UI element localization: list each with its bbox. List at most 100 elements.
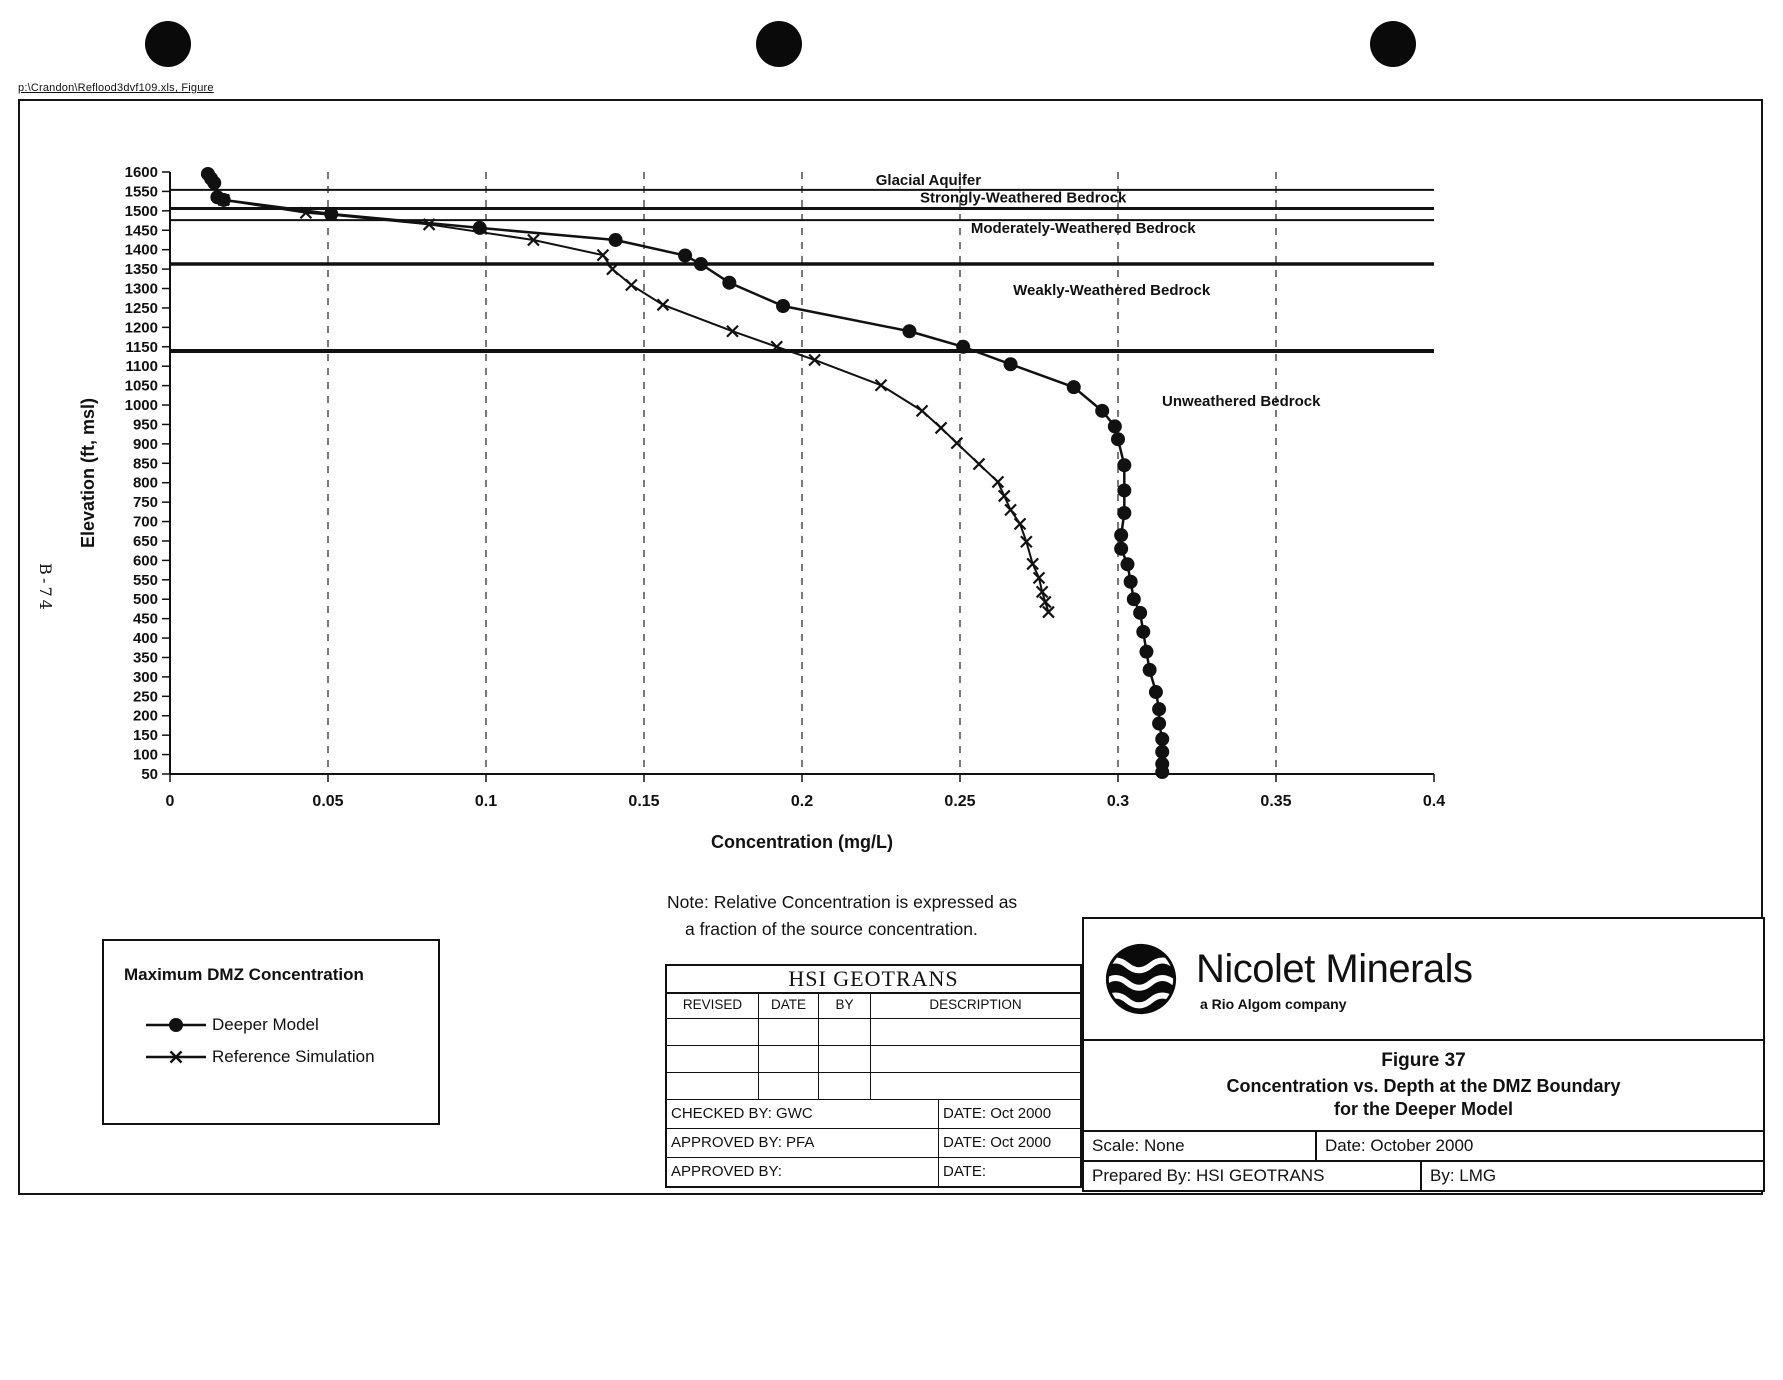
x-tick-labels: 0 0.05 0.1 0.15 0.2 0.25 0.3 0.35 0.4 — [166, 774, 1445, 810]
svg-text:1550: 1550 — [125, 183, 158, 200]
svg-text:1150: 1150 — [125, 339, 158, 356]
branding-names: Nicolet Minerals a Rio Algom company — [1196, 947, 1473, 1012]
title-block: Nicolet Minerals a Rio Algom company Fig… — [1082, 917, 1765, 1192]
svg-text:150: 150 — [133, 727, 158, 744]
svg-text:1350: 1350 — [125, 261, 158, 278]
svg-text:200: 200 — [133, 708, 158, 725]
svg-text:1400: 1400 — [125, 242, 158, 259]
svg-text:0.05: 0.05 — [312, 793, 343, 810]
approved-by-row-1: APPROVED BY: PFA DATE: Oct 2000 — [667, 1129, 1080, 1158]
svg-text:0.35: 0.35 — [1260, 793, 1291, 810]
revision-empty-row — [667, 1073, 1080, 1100]
hole-punch — [145, 21, 191, 67]
revision-company-name: HSI GEOTRANS — [667, 966, 1080, 994]
figure-title-line-1: Concentration vs. Depth at the DMZ Bound… — [1226, 1076, 1621, 1096]
series-reference-simulation — [217, 193, 1055, 619]
svg-text:500: 500 — [133, 591, 158, 608]
revision-header-revised: REVISED — [667, 994, 759, 1018]
approved-by-row-2: APPROVED BY: DATE: — [667, 1158, 1080, 1186]
svg-text:700: 700 — [133, 514, 158, 531]
hole-punch — [756, 21, 802, 67]
checked-by-label: CHECKED BY: GWC — [667, 1100, 939, 1128]
svg-text:50: 50 — [141, 766, 158, 783]
figure-title-section: Figure 37 Concentration vs. Depth at the… — [1084, 1039, 1763, 1130]
svg-text:1050: 1050 — [125, 378, 158, 395]
checked-by-date: DATE: Oct 2000 — [943, 1105, 1052, 1122]
svg-text:0.2: 0.2 — [791, 793, 813, 810]
svg-text:650: 650 — [133, 533, 158, 550]
prepared-by-value: Prepared By: HSI GEOTRANS — [1084, 1162, 1422, 1190]
figure-frame: B-74 1600 1550 1500 1450 1400 1350 1300 1250 120… — [18, 99, 1765, 1195]
x-axis-title: Concentration (mg/L) — [711, 832, 893, 852]
y-tick-labels: 1600 1550 1500 1450 1400 1350 1300 1250 1200 1150… — [125, 164, 170, 783]
note-line-2: a fraction of the source concentration. — [685, 919, 978, 940]
svg-text:0: 0 — [166, 793, 175, 810]
note-text: Note: Relative Concentration is expresse… — [667, 889, 1087, 943]
svg-text:950: 950 — [133, 416, 158, 433]
svg-text:350: 350 — [133, 649, 158, 666]
nicolet-minerals-logo-icon — [1105, 943, 1177, 1015]
legend-box: Maximum DMZ Concentration Deeper Model R… — [102, 939, 440, 1125]
svg-text:Moderately-Weathered Bedrock: Moderately-Weathered Bedrock — [971, 220, 1196, 237]
svg-text:1200: 1200 — [125, 319, 158, 336]
revision-header-by: BY — [819, 994, 871, 1018]
page-number-label: B-74 — [36, 563, 55, 613]
svg-text:0.25: 0.25 — [944, 793, 975, 810]
svg-text:1100: 1100 — [125, 358, 158, 375]
figure-number: Figure 37 — [1381, 1050, 1466, 1071]
svg-text:0.3: 0.3 — [1107, 793, 1129, 810]
svg-text:850: 850 — [133, 455, 158, 472]
revision-table: HSI GEOTRANS REVISED DATE BY DESCRIPTION… — [665, 964, 1082, 1188]
by-value: By: LMG — [1430, 1166, 1497, 1185]
circle-marker-icon — [146, 1018, 206, 1032]
svg-text:1000: 1000 — [125, 397, 158, 414]
svg-text:900: 900 — [133, 436, 158, 453]
figure-title-line-2: for the Deeper Model — [1333, 1098, 1514, 1119]
legend-title: Maximum DMZ Concentration — [124, 965, 364, 984]
legend-item-label: Deeper Model — [212, 1015, 319, 1034]
svg-text:Glacial Aquifer: Glacial Aquifer — [876, 172, 981, 189]
hole-punch — [1370, 21, 1416, 67]
legend-items: Deeper Model Reference Simulation — [144, 1009, 438, 1073]
prepared-by-row: Prepared By: HSI GEOTRANS By: LMG — [1084, 1160, 1763, 1190]
y-axis-title: Elevation (ft, msl) — [78, 398, 98, 548]
approved-by-date: DATE: Oct 2000 — [943, 1134, 1052, 1151]
svg-text:Unweathered Bedrock: Unweathered Bedrock — [1162, 393, 1321, 410]
svg-text:550: 550 — [133, 572, 158, 589]
date-value: Date: October 2000 — [1325, 1136, 1474, 1155]
svg-text:0.4: 0.4 — [1423, 793, 1445, 810]
series-deeper-model — [200, 166, 1170, 780]
svg-text:800: 800 — [133, 475, 158, 492]
revision-header-date: DATE — [759, 994, 819, 1018]
company-tagline: a Rio Algom company — [1200, 995, 1347, 1012]
legend-item-label: Reference Simulation — [212, 1047, 375, 1066]
svg-text:0.1: 0.1 — [475, 793, 497, 810]
approved-by-label: APPROVED BY: — [667, 1158, 939, 1186]
svg-text:250: 250 — [133, 688, 158, 705]
svg-text:100: 100 — [133, 747, 158, 764]
revision-empty-row — [667, 1019, 1080, 1046]
svg-text:Strongly-Weathered Bedrock: Strongly-Weathered Bedrock — [920, 190, 1127, 207]
revision-empty-row — [667, 1046, 1080, 1073]
revision-header-row: REVISED DATE BY DESCRIPTION — [667, 994, 1080, 1019]
svg-text:750: 750 — [133, 494, 158, 511]
company-name: Nicolet Minerals — [1196, 946, 1473, 991]
svg-text:300: 300 — [133, 669, 158, 686]
svg-text:400: 400 — [133, 630, 158, 647]
legend-item-deeper-model: Deeper Model — [144, 1009, 438, 1041]
svg-text:1450: 1450 — [125, 222, 158, 239]
revision-header-description: DESCRIPTION — [929, 997, 1022, 1012]
checked-by-row: CHECKED BY: GWC DATE: Oct 2000 — [667, 1100, 1080, 1129]
concentration-depth-chart: 1600155015001450140013501300125012001150… — [78, 164, 1445, 852]
scale-date-row: Scale: None Date: October 2000 — [1084, 1130, 1763, 1160]
svg-text:Weakly-Weathered Bedrock: Weakly-Weathered Bedrock — [1013, 282, 1211, 299]
svg-text:0.15: 0.15 — [628, 793, 659, 810]
svg-text:1600: 1600 — [125, 164, 158, 181]
svg-text:1250: 1250 — [125, 300, 158, 317]
approved-by-date: DATE: — [943, 1163, 987, 1180]
x-marker-icon — [146, 1050, 206, 1064]
note-line-1: Note: Relative Concentration is expresse… — [667, 892, 1018, 912]
svg-text:600: 600 — [133, 552, 158, 569]
